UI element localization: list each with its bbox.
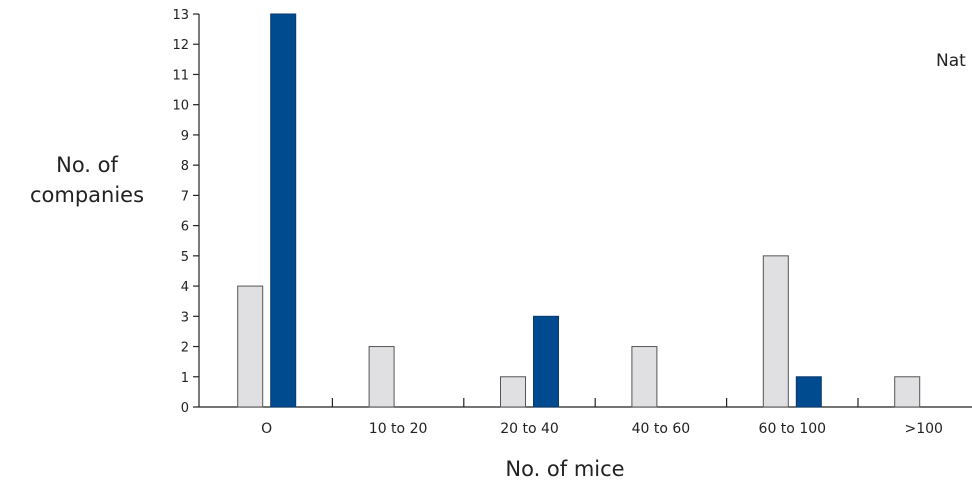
x-tick-label: >100 — [904, 421, 942, 437]
bar-series-1 — [237, 285, 264, 408]
x-tick-label: 20 to 40 — [500, 421, 559, 437]
x-tick-label: 10 to 20 — [369, 421, 428, 437]
bar-series-2 — [270, 13, 297, 408]
y-tick-label: 12 — [172, 38, 189, 53]
y-axis-label-line-1: No. of — [56, 153, 118, 177]
y-tick-label: 3 — [181, 310, 189, 325]
x-axis-label: No. of mice — [505, 457, 624, 481]
y-tick-label: 8 — [181, 159, 189, 174]
y-tick-label: 5 — [181, 250, 189, 265]
bar-series-1 — [894, 376, 921, 408]
y-tick-label: 11 — [172, 68, 189, 83]
x-tick-label: O — [261, 421, 272, 437]
bar-series-2 — [533, 315, 559, 408]
y-tick-label: 6 — [181, 220, 189, 235]
y-tick-label: 7 — [181, 189, 189, 204]
bar-series-2 — [795, 376, 822, 408]
y-tick-label: 9 — [181, 129, 189, 144]
y-tick-label: 0 — [181, 401, 189, 416]
corner-label: Nat — [936, 51, 966, 71]
x-axis-ticks: O 10 to 20 20 to 40 40 to 60 60 to 100 >100 — [261, 398, 943, 437]
bar-series-1 — [631, 346, 658, 408]
bar-series-1 — [762, 255, 789, 408]
y-tick-label: 1 — [181, 371, 189, 386]
y-tick-label: 2 — [181, 341, 189, 356]
x-tick-label: 60 to 100 — [759, 421, 827, 437]
y-tick-label: 4 — [181, 280, 189, 295]
bar-series-1 — [500, 376, 526, 408]
y-tick-label: 13 — [172, 8, 189, 23]
y-tick-label: 10 — [172, 99, 189, 114]
x-tick-label: 40 to 60 — [632, 421, 691, 437]
bar-series-1 — [368, 346, 395, 408]
y-axis-label-line-2: companies — [30, 183, 144, 207]
bars — [237, 13, 921, 408]
